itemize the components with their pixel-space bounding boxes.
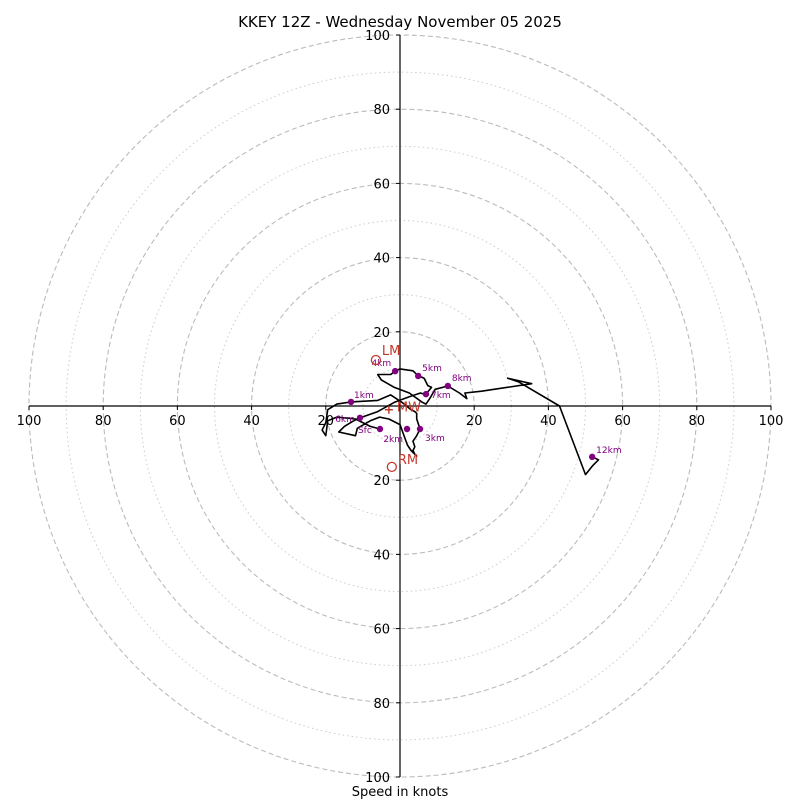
height-marker-sfc <box>376 425 384 433</box>
x-tick-label: 60 <box>169 414 186 429</box>
height-marker-7km <box>422 390 430 398</box>
height-marker-8km <box>444 382 452 390</box>
height-label-1km: 1km <box>354 391 374 401</box>
wind-trace-line <box>321 368 600 476</box>
x-tick-label: 40 <box>243 414 260 429</box>
x-tick-label: 40 <box>540 414 557 429</box>
x-tick-label: 100 <box>759 414 784 429</box>
axes <box>29 35 771 777</box>
height-label-7km: 7km <box>431 391 451 401</box>
y-tick-label: 40 <box>373 548 390 563</box>
height-marker-4km <box>391 367 399 375</box>
height-marker-1km <box>347 398 355 406</box>
y-tick-label: 100 <box>365 29 390 44</box>
x-tick-label: 20 <box>466 414 483 429</box>
height-label-3km: 3km <box>425 434 445 444</box>
y-tick-label: 100 <box>365 771 390 786</box>
height-label-8km: 8km <box>452 374 472 384</box>
y-tick-label: 20 <box>373 326 390 341</box>
y-tick-label: 20 <box>373 474 390 489</box>
y-tick-label: 60 <box>373 623 390 638</box>
height-label-sfc: Sfc <box>358 426 372 436</box>
storm-motion-rm <box>386 461 397 472</box>
x-axis-label: Speed in knots <box>352 785 449 800</box>
x-tick-label: 80 <box>95 414 112 429</box>
height-label-5km: 5km <box>422 364 442 374</box>
height-marker-5km <box>414 372 422 380</box>
x-tick-label: 60 <box>614 414 631 429</box>
storm-motion-label-rm: RM <box>398 453 418 468</box>
y-tick-label: 80 <box>373 103 390 118</box>
y-tick-label: 40 <box>373 252 390 267</box>
height-marker-6km <box>356 414 364 422</box>
height-label-4km: 4km <box>371 359 391 369</box>
height-marker-3km <box>416 425 424 433</box>
height-marker-2km <box>403 425 411 433</box>
height-label-6km: 6km <box>335 415 355 425</box>
storm-motion-label-lm: LM <box>382 344 400 359</box>
storm-motion-label-mw: MW <box>397 401 421 416</box>
height-label-12km: 12km <box>596 446 621 456</box>
storm-motion-mw <box>384 405 393 414</box>
y-tick-label: 80 <box>373 697 390 712</box>
x-tick-label: 80 <box>689 414 706 429</box>
storm-motion-markers: LM RM MW <box>370 344 421 472</box>
x-tick-label: 100 <box>17 414 42 429</box>
chart-title: KKEY 12Z - Wednesday November 05 2025 <box>238 13 562 31</box>
y-tick-label: 60 <box>373 177 390 192</box>
wind-trace <box>321 368 600 476</box>
tick-labels: 100 80 60 40 20 20 40 60 80 100100806040202040608… <box>17 29 784 786</box>
height-label-2km: 2km <box>383 435 403 445</box>
storm-motion-lm <box>370 354 382 366</box>
height-marker-12km <box>588 453 596 461</box>
